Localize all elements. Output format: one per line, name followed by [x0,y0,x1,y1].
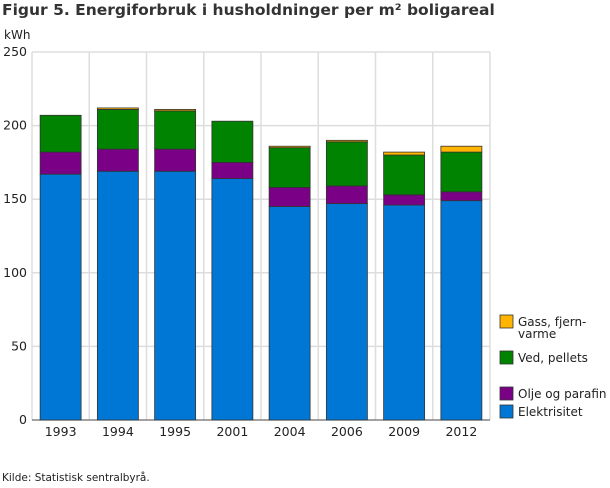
legend-item: Elektrisitet [499,404,583,419]
bar-segment [440,200,483,421]
legend-item: Olje og parafin [499,386,607,401]
bar-segment [440,145,483,153]
y-axis-label: kWh [4,28,31,42]
bar-segment [211,120,254,163]
y-tick-label: 150 [3,191,27,206]
bar-segment [96,107,139,110]
legend-swatch [499,314,514,329]
x-tick-label: 2009 [388,424,420,439]
bar-segment [383,204,426,421]
bar-segment [268,147,311,188]
legend-label: Elektrisitet [518,405,583,419]
source-note: Kilde: Statistisk sentralbyrå. [2,472,150,484]
bar-segment [325,139,368,143]
bar-segment [96,170,139,421]
legend-swatch [499,386,514,401]
bar-segment [440,151,483,193]
bar-segment [154,110,197,150]
bar-segment [96,109,139,150]
legend-label: Ved, pellets [518,351,588,365]
y-tick-label: 250 [3,44,27,59]
legend-item: Ved, pellets [499,350,588,365]
x-tick-label: 2004 [274,424,306,439]
bar-segment [39,173,82,421]
bar-segment [39,151,82,175]
bar-segment [154,109,197,112]
bar-segment [325,203,368,421]
bar-segment [154,148,197,172]
x-tick-label: 2012 [445,424,477,439]
bar-segment [211,178,254,421]
y-tick-label: 50 [11,338,27,353]
bar-segment [39,114,82,153]
bar-segment [96,148,139,172]
x-tick-label: 1994 [102,424,134,439]
bar-segment [268,206,311,421]
legend-label: Olje og parafin [518,387,607,401]
bar-segment [268,145,311,149]
legend-swatch [499,404,514,419]
bar-segment [383,151,426,156]
bar-segment [383,194,426,206]
bar-segment [383,154,426,196]
y-tick-label: 100 [3,265,27,280]
x-tick-label: 1995 [159,424,191,439]
bar-segment [325,141,368,187]
legend-item: Gass, fjern-varme [499,314,586,341]
y-tick-label: 0 [19,412,27,427]
bar-segment [154,170,197,421]
y-tick-label: 200 [3,118,27,133]
x-tick-label: 2001 [216,424,248,439]
bar-segment [268,187,311,207]
bar-segment [211,161,254,179]
legend-label: Gass, fjern-varme [518,315,586,341]
legend-swatch [499,350,514,365]
x-tick-label: 1993 [45,424,77,439]
chart-title: Figur 5. Energiforbruk i husholdninger p… [2,1,495,19]
bar-segment [440,191,483,202]
bar-segment [325,185,368,205]
x-tick-label: 2006 [331,424,363,439]
